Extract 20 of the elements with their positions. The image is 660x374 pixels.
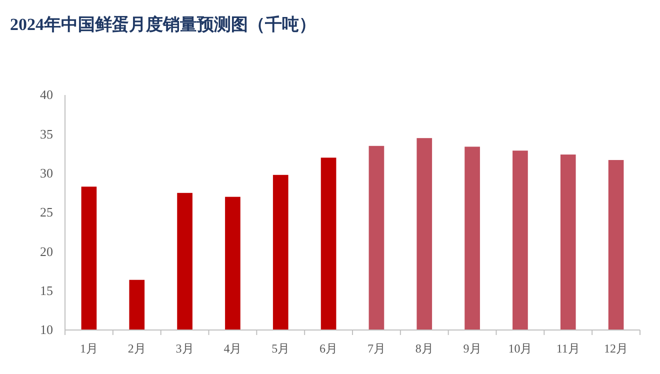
x-tick-label: 6月 xyxy=(320,342,338,356)
chart-title: 2024年中国鲜蛋月度销量预测图（千吨） xyxy=(10,15,316,34)
x-tick-label: 4月 xyxy=(224,342,242,356)
y-tick-label: 20 xyxy=(40,244,53,259)
x-tick-label: 11月 xyxy=(556,342,580,356)
y-tick-label: 10 xyxy=(40,322,53,338)
y-tick-label: 35 xyxy=(40,126,53,142)
x-tick-label: 1月 xyxy=(80,342,98,356)
x-tick-label: 3月 xyxy=(176,342,194,356)
y-tick-label: 40 xyxy=(40,87,53,102)
x-tick-label: 10月 xyxy=(508,342,532,356)
y-tick-label: 15 xyxy=(40,282,53,298)
x-tick-label: 9月 xyxy=(463,342,482,356)
y-tick-label: 30 xyxy=(40,165,53,180)
x-tick-label: 2月 xyxy=(128,342,146,356)
x-tick-label: 7月 xyxy=(367,342,386,356)
y-tick-label: 25 xyxy=(40,204,53,220)
x-tick-label: 12月 xyxy=(604,342,628,356)
x-tick-label: 8月 xyxy=(415,342,434,356)
x-tick-label: 5月 xyxy=(272,342,290,356)
